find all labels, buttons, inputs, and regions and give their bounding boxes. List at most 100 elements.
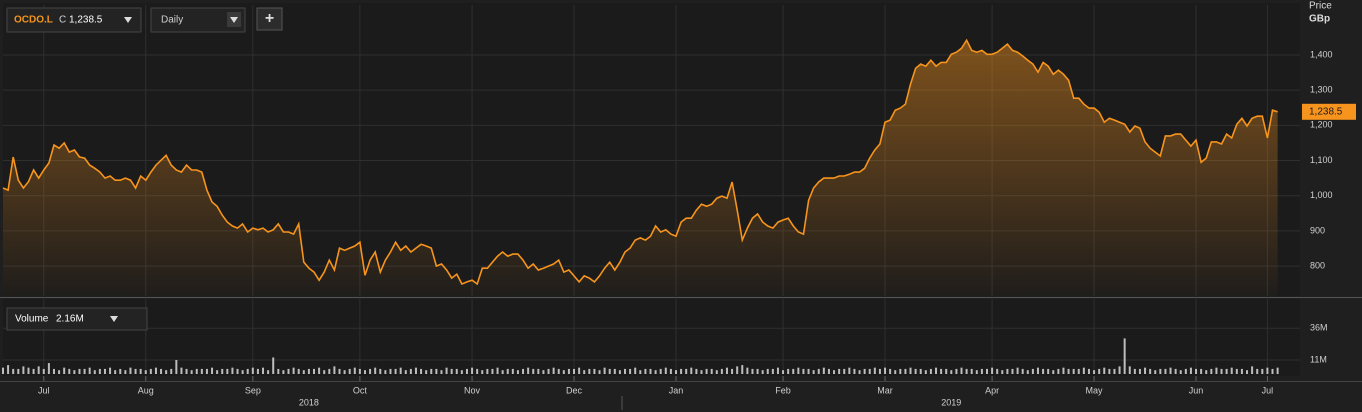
dropdown-arrow[interactable] [110, 316, 118, 322]
volume-bar [455, 368, 458, 374]
year-label: 2018 [299, 397, 319, 407]
volume-bar [496, 367, 499, 374]
volume-bar [267, 370, 270, 374]
volume-bar [1113, 368, 1116, 374]
volume-bar [1256, 368, 1259, 374]
volume-bar [363, 370, 366, 374]
volume-bar [710, 368, 713, 374]
volume-bar [1184, 368, 1187, 374]
volume-bar [139, 368, 142, 374]
volume-bar [399, 367, 402, 374]
y-tick-label: 11M [1310, 354, 1327, 364]
add-button[interactable] [256, 7, 283, 31]
volume-bar [965, 368, 968, 374]
volume-bar [165, 370, 168, 374]
volume-bar [425, 370, 428, 374]
volume-bar [562, 370, 565, 374]
x-tick-label: Oct [353, 385, 368, 395]
x-tick-label: Jul [1262, 385, 1274, 395]
volume-value: 2.16M [56, 314, 84, 325]
volume-bar [695, 368, 698, 374]
volume-bar [32, 368, 35, 374]
volume-bar [1016, 367, 1019, 374]
volume-bar [1001, 370, 1004, 374]
volume-bar [241, 370, 244, 374]
volume-bar [313, 368, 316, 374]
volume-bar [1103, 367, 1106, 374]
volume-bar [506, 368, 509, 374]
dropdown-arrow[interactable] [230, 17, 238, 23]
volume-bar [909, 367, 912, 374]
volume-bar [924, 370, 927, 374]
volume-bar [144, 370, 147, 374]
year-label: 2019 [941, 397, 961, 407]
volume-bar [1047, 368, 1050, 374]
volume-bar [185, 368, 188, 374]
volume-box[interactable] [6, 307, 148, 331]
x-tick-label: Jun [1189, 385, 1204, 395]
volume-bar [588, 368, 591, 374]
volume-bar [1205, 370, 1208, 374]
close-label: C [59, 15, 66, 26]
volume-bar [200, 368, 203, 374]
volume-bar [246, 368, 249, 374]
volume-bar [22, 366, 25, 374]
volume-bar [1093, 370, 1096, 374]
volume-bar [1169, 367, 1172, 374]
dropdown-arrow[interactable] [124, 17, 132, 23]
volume-bar [394, 368, 397, 374]
last-value-tag [1302, 103, 1356, 120]
volume-bar [863, 368, 866, 374]
volume-bar [42, 368, 45, 374]
volume-bar [853, 368, 856, 374]
symbol-box[interactable] [6, 7, 142, 33]
volume-bar [195, 368, 198, 374]
volume-bar [338, 368, 341, 374]
volume-bar [1200, 368, 1203, 374]
volume-bar [119, 368, 122, 374]
volume-bar [1087, 368, 1090, 374]
volume-bar [547, 368, 550, 374]
volume-bar [323, 370, 326, 374]
volume-bar [618, 370, 621, 374]
volume-bar [12, 368, 15, 374]
volume-bar [537, 368, 540, 374]
volume-bar [598, 370, 601, 374]
volume-bar [1026, 370, 1029, 374]
volume-bar [384, 370, 387, 374]
volume-bar [114, 370, 117, 374]
volume-bar [389, 368, 392, 374]
volume-bar [771, 368, 774, 374]
volume-bar [47, 363, 50, 374]
volume-bar [914, 368, 917, 374]
volume-bar [501, 370, 504, 374]
volume-bar [797, 367, 800, 374]
volume-bar [542, 370, 545, 374]
x-tick-label: Jan [669, 385, 684, 395]
volume-bar [766, 368, 769, 374]
volume-bar [287, 368, 290, 374]
volume-bar [1098, 368, 1101, 374]
volume-bar [78, 368, 81, 374]
volume-bar [414, 367, 417, 374]
volume-bar [297, 368, 300, 374]
volume-bar [1042, 368, 1045, 374]
volume-bar [1261, 368, 1264, 374]
y-tick-label: 800 [1310, 260, 1325, 270]
volume-bar [231, 367, 234, 374]
volume-bar [700, 370, 703, 374]
y-tick-label: 900 [1310, 225, 1325, 235]
volume-bar [899, 368, 902, 374]
volume-bar [613, 368, 616, 374]
volume-bar [578, 367, 581, 374]
volume-bar [63, 367, 66, 374]
volume-bar [674, 370, 677, 374]
volume-bar [1210, 368, 1213, 374]
volume-bar [1118, 366, 1121, 374]
volume-bar [1251, 366, 1254, 374]
y-tick-label: 1,000 [1310, 190, 1333, 200]
volume-bar [1271, 368, 1274, 374]
volume-bar [629, 368, 632, 374]
volume-bar [929, 368, 932, 374]
